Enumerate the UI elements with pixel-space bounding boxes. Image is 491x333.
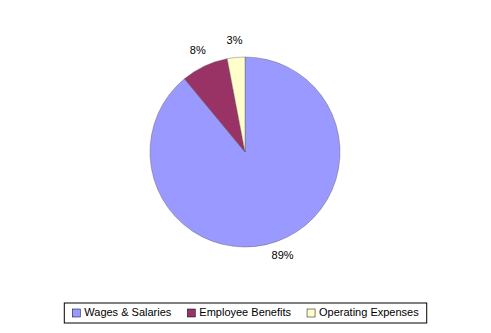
legend-label: Wages & Salaries: [84, 306, 172, 318]
legend-label: Employee Benefits: [199, 306, 291, 318]
data-labels: 89% 8% 3%: [190, 34, 294, 261]
data-label: 89%: [272, 249, 294, 261]
data-label: 3%: [227, 34, 243, 46]
legend-label: Operating Expenses: [319, 306, 419, 318]
pie-slice: [150, 57, 340, 247]
legend-frame: [64, 303, 426, 323]
legend-item: Employee Benefits: [187, 306, 291, 318]
legend-item: Wages & Salaries: [72, 306, 172, 318]
pie-slice: [227, 57, 245, 152]
pie: [150, 57, 340, 247]
data-label: 8%: [190, 44, 206, 56]
legend-swatch: [307, 309, 315, 317]
legend-swatch: [72, 309, 80, 317]
legend: Wages & Salaries Employee Benefits Operati…: [64, 303, 426, 323]
chart: 89% 8% 3% Wages & Salaries Employee Benefits…: [0, 0, 491, 333]
legend-item: Operating Expenses: [307, 306, 419, 318]
legend-swatch: [187, 309, 195, 317]
